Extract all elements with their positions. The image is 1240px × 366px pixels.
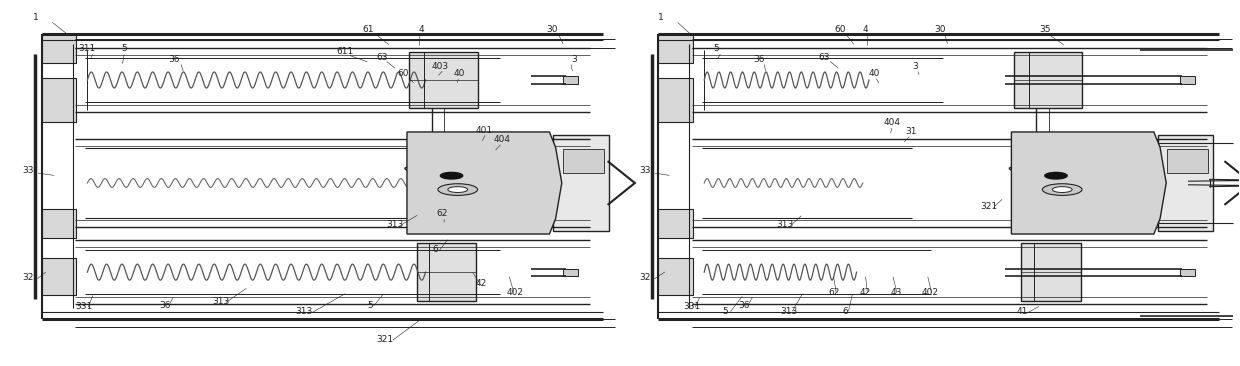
Text: 3: 3 [572, 55, 577, 64]
Text: 6: 6 [433, 245, 438, 254]
Text: 36: 36 [169, 55, 180, 64]
Bar [42, 258, 76, 295]
Text: 311: 311 [79, 44, 95, 53]
Text: 31: 31 [905, 127, 916, 137]
Text: 60: 60 [398, 69, 409, 78]
Text: 4: 4 [863, 25, 868, 34]
Text: 63: 63 [377, 53, 388, 62]
Bar [553, 135, 609, 231]
Text: 62: 62 [828, 288, 839, 297]
Text: 40: 40 [454, 69, 465, 78]
Text: 32: 32 [639, 273, 651, 282]
Text: 3: 3 [911, 62, 918, 71]
Text: 63: 63 [818, 53, 830, 62]
Text: 36: 36 [160, 300, 171, 310]
Bar [658, 78, 693, 122]
Text: 35: 35 [1039, 25, 1050, 34]
Text: 1: 1 [32, 12, 38, 22]
Text: 33: 33 [22, 166, 33, 175]
Bar [1179, 76, 1194, 84]
Text: 313: 313 [776, 220, 794, 229]
Bar [658, 34, 693, 63]
Text: 401: 401 [475, 126, 492, 135]
Text: 402: 402 [506, 288, 523, 297]
Bar [1014, 52, 1083, 108]
Text: 313: 313 [780, 307, 797, 316]
Text: 40: 40 [868, 69, 879, 78]
Bar [42, 209, 76, 238]
Bar [563, 149, 604, 173]
Bar [42, 78, 76, 122]
Polygon shape [1012, 132, 1167, 234]
Circle shape [1043, 184, 1083, 195]
Bar [42, 34, 76, 63]
Bar [1158, 135, 1213, 231]
Text: 36: 36 [738, 300, 750, 310]
Text: 5: 5 [122, 44, 128, 53]
Text: 60: 60 [835, 25, 846, 34]
Circle shape [438, 184, 477, 195]
Text: 331: 331 [76, 302, 92, 311]
Circle shape [448, 187, 467, 193]
Text: 403: 403 [432, 62, 449, 71]
Bar [563, 76, 578, 84]
Text: 404: 404 [494, 135, 511, 145]
Text: 4: 4 [419, 25, 424, 34]
Bar [1022, 243, 1081, 301]
Bar [417, 243, 476, 301]
Text: 402: 402 [921, 288, 939, 297]
Text: 321: 321 [376, 335, 393, 344]
Bar [1179, 269, 1194, 276]
Text: 42: 42 [859, 288, 870, 297]
Text: 30: 30 [546, 25, 558, 34]
Circle shape [1053, 187, 1073, 193]
Text: 62: 62 [436, 209, 448, 219]
Bar [658, 258, 693, 295]
Polygon shape [407, 132, 562, 234]
Text: 5: 5 [714, 44, 719, 53]
Bar [409, 52, 477, 108]
Text: 5: 5 [367, 300, 373, 310]
Text: 1: 1 [658, 12, 663, 22]
Text: 404: 404 [884, 118, 901, 127]
Text: 611: 611 [336, 47, 353, 56]
Bar [563, 269, 578, 276]
Text: 6: 6 [842, 307, 848, 316]
Bar [1168, 149, 1208, 173]
Circle shape [1045, 172, 1068, 179]
Text: 42: 42 [476, 279, 487, 288]
Text: 41: 41 [1017, 307, 1028, 316]
Text: 61: 61 [363, 25, 374, 34]
Text: 313: 313 [295, 307, 312, 316]
Text: 321: 321 [981, 202, 998, 211]
Text: 331: 331 [683, 302, 701, 311]
Text: 43: 43 [890, 288, 901, 297]
Text: 36: 36 [753, 55, 765, 64]
Text: 313: 313 [212, 297, 229, 306]
Bar [658, 209, 693, 238]
Circle shape [440, 172, 463, 179]
Text: 30: 30 [934, 25, 945, 34]
Text: 32: 32 [22, 273, 33, 282]
Text: 5: 5 [723, 307, 728, 316]
Text: 33: 33 [639, 166, 651, 175]
Text: 313: 313 [386, 220, 403, 229]
